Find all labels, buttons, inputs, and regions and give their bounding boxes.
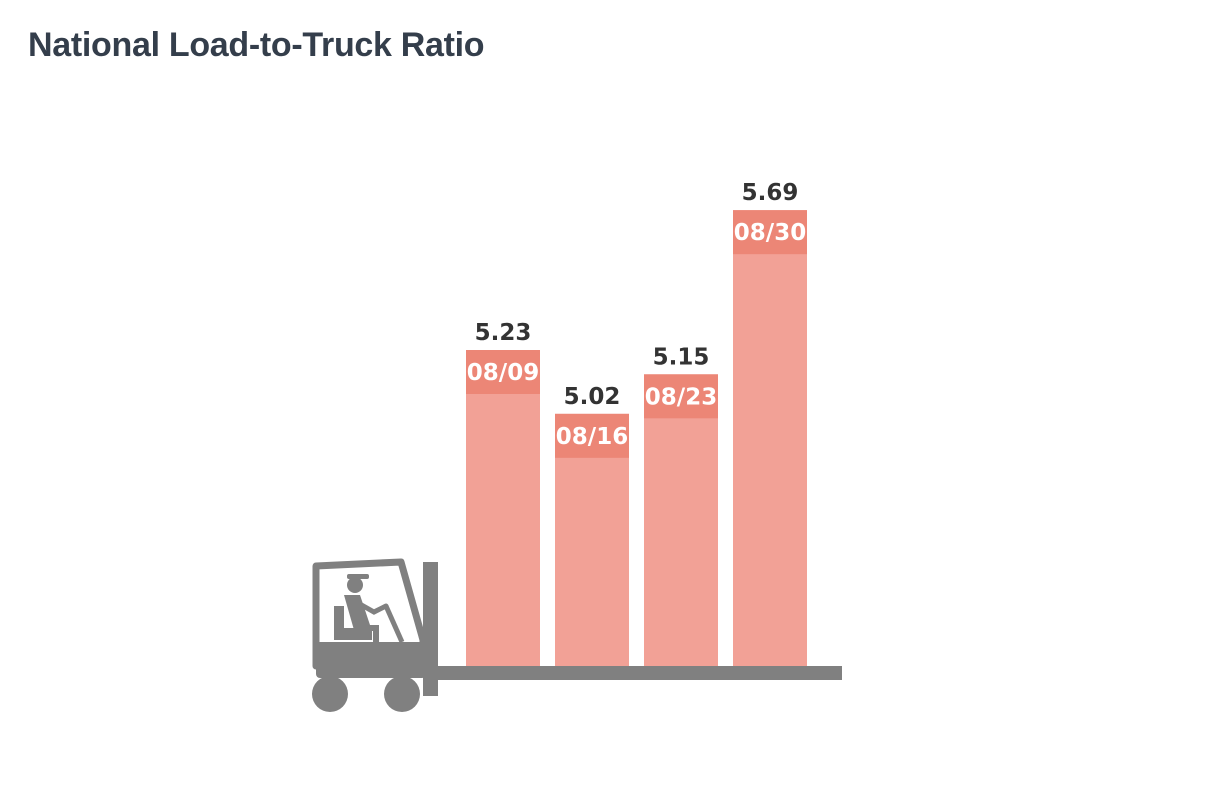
forklift-icon bbox=[312, 558, 842, 712]
category-label: 08/16 bbox=[556, 424, 628, 450]
value-label: 5.69 bbox=[742, 180, 799, 206]
value-label: 5.15 bbox=[653, 344, 710, 370]
bar-cap bbox=[644, 374, 718, 419]
value-label: 5.23 bbox=[475, 320, 532, 346]
bars-group: 08/09 5.23 08/16 5.02 08/23 5.15 08/30 5.69 bbox=[466, 180, 807, 666]
bar-08-30 bbox=[733, 210, 807, 666]
value-label: 5.02 bbox=[564, 384, 621, 410]
bar-cap bbox=[733, 210, 807, 255]
category-label: 08/09 bbox=[467, 360, 539, 386]
bar-08-09 bbox=[466, 350, 540, 666]
bar-cap bbox=[555, 413, 629, 458]
category-label: 08/30 bbox=[734, 220, 806, 246]
category-label: 08/23 bbox=[645, 384, 717, 410]
chart-title: National Load-to-Truck Ratio bbox=[28, 26, 485, 64]
bar-cap bbox=[466, 350, 540, 394]
bar-08-23 bbox=[644, 374, 718, 666]
